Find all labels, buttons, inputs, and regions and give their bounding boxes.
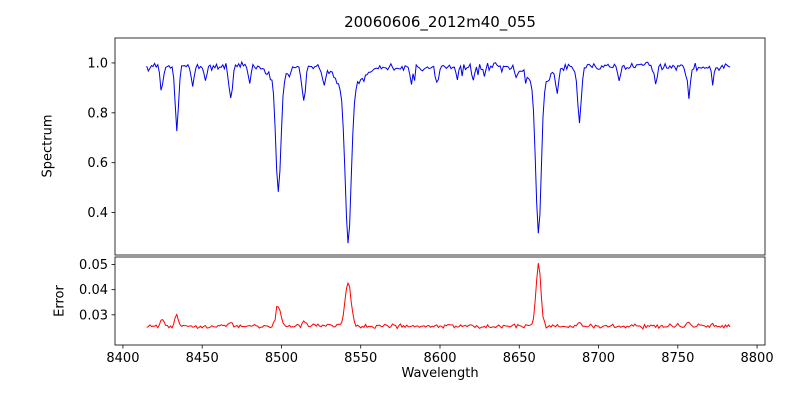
x-tick-label: 8650	[503, 351, 536, 366]
x-tick-label: 8800	[741, 351, 774, 366]
y-tick-label: 0.04	[79, 283, 108, 298]
y-tick-label: 0.8	[87, 106, 108, 121]
xaxis-label: Wavelength	[401, 366, 479, 381]
x-tick-label: 8600	[423, 351, 456, 366]
axes-frame-error	[114, 256, 766, 346]
axes-frame-spectrum	[114, 37, 766, 256]
x-tick-label: 8700	[582, 351, 615, 366]
y-tick-label: 0.4	[87, 206, 108, 221]
x-tick-label: 8450	[186, 351, 219, 366]
y-tick-label: 0.05	[79, 258, 108, 273]
spectrum-line	[146, 60, 731, 244]
error-line	[146, 263, 731, 330]
x-tick-label: 8750	[661, 351, 694, 366]
y-tick-label: 0.6	[87, 156, 108, 171]
x-tick-label: 8500	[265, 351, 298, 366]
x-tick-label: 8550	[344, 351, 377, 366]
chart-title: 20060606_2012m40_055	[344, 13, 536, 31]
x-tick-label: 8400	[106, 351, 139, 366]
y-tick-label: 0.03	[79, 308, 108, 323]
y-tick-label: 1.0	[87, 56, 108, 71]
